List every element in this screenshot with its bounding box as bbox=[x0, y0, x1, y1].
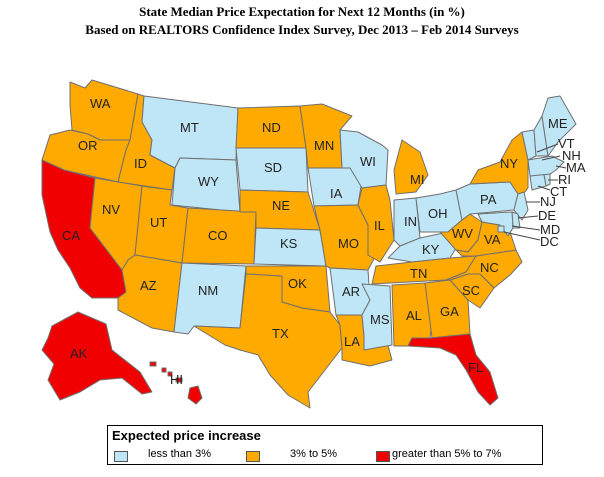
label-ky: KY bbox=[422, 242, 440, 257]
leader-line bbox=[537, 185, 551, 191]
legend-label-less-than-3: less than 3% bbox=[148, 448, 211, 460]
state-ma bbox=[527, 155, 565, 177]
state-nm bbox=[173, 262, 247, 335]
hawaii-islet bbox=[161, 367, 167, 373]
label-ut: UT bbox=[150, 215, 167, 230]
leader-line bbox=[541, 155, 561, 161]
label-wy: WY bbox=[198, 174, 219, 189]
label-pa: PA bbox=[480, 192, 497, 207]
label-de: DE bbox=[538, 208, 556, 223]
label-mi: MI bbox=[410, 172, 424, 187]
label-ne: NE bbox=[272, 198, 290, 213]
state-ms bbox=[361, 283, 393, 351]
leader-line bbox=[555, 165, 567, 169]
state-ak bbox=[41, 311, 153, 401]
leader-line bbox=[503, 231, 541, 241]
state-il bbox=[357, 184, 395, 263]
label-ak: AK bbox=[70, 346, 88, 361]
label-hi: HI bbox=[170, 372, 183, 387]
legend-swatch-3-to-5 bbox=[246, 451, 260, 462]
label-mn: MN bbox=[314, 138, 334, 153]
legend-swatch-greater-than-5 bbox=[376, 451, 390, 462]
leader-line bbox=[517, 215, 539, 219]
label-co: CO bbox=[208, 228, 228, 243]
legend-label-3-to-5: 3% to 5% bbox=[290, 448, 338, 460]
hawaii-islet bbox=[175, 377, 183, 383]
label-oh: OH bbox=[428, 206, 448, 221]
label-la: LA bbox=[344, 334, 360, 349]
label-id: ID bbox=[134, 156, 147, 171]
label-ca: CA bbox=[62, 228, 80, 243]
state-tx bbox=[193, 273, 343, 409]
label-in: IN bbox=[404, 214, 417, 229]
legend-label-greater-than-5: greater than 5% to 7% bbox=[392, 448, 502, 460]
leader-line bbox=[511, 225, 541, 231]
label-sd: SD bbox=[264, 160, 282, 175]
state-nj bbox=[513, 191, 529, 221]
label-nm: NM bbox=[198, 283, 218, 298]
state-wy bbox=[171, 157, 241, 213]
state-az bbox=[117, 254, 183, 333]
label-nh: NH bbox=[562, 148, 581, 163]
label-fl: FL bbox=[468, 360, 483, 375]
state-fl bbox=[407, 333, 499, 406]
label-ar: AR bbox=[342, 284, 360, 299]
label-ma: MA bbox=[566, 160, 586, 175]
label-me: ME bbox=[548, 116, 568, 131]
label-al: AL bbox=[406, 308, 422, 323]
label-or: OR bbox=[78, 138, 98, 153]
hawaii-islet bbox=[167, 371, 173, 377]
label-ny: NY bbox=[500, 156, 518, 171]
legend-swatch-less-than-3 bbox=[114, 451, 128, 462]
map-subtitle: Based on REALTORS Confidence Index Surve… bbox=[85, 22, 519, 37]
label-ga: GA bbox=[440, 304, 459, 319]
label-wi: WI bbox=[360, 154, 376, 169]
label-nv: NV bbox=[102, 202, 120, 217]
label-nc: NC bbox=[480, 260, 499, 275]
state-mi bbox=[393, 139, 429, 195]
label-ri: RI bbox=[558, 172, 571, 187]
state-me bbox=[541, 95, 577, 157]
hawaii-islet bbox=[149, 361, 157, 367]
legend: Expected price increase less than 3% 3% … bbox=[107, 425, 543, 465]
label-ks: KS bbox=[280, 236, 298, 251]
map-title: State Median Price Expectation for Next … bbox=[139, 4, 465, 19]
legend-title: Expected price increase bbox=[112, 428, 261, 443]
label-tx: TX bbox=[272, 326, 289, 341]
state-nc bbox=[445, 249, 523, 289]
label-il: IL bbox=[374, 218, 385, 233]
label-ia: IA bbox=[330, 186, 343, 201]
label-wv: WV bbox=[452, 226, 473, 241]
label-ms: MS bbox=[370, 312, 390, 327]
label-md: MD bbox=[540, 222, 560, 237]
label-ok: OK bbox=[288, 276, 307, 291]
label-tn: TN bbox=[410, 266, 427, 281]
label-ct: CT bbox=[550, 184, 567, 199]
label-mo: MO bbox=[338, 236, 359, 251]
label-sc: SC bbox=[462, 283, 480, 298]
label-nj: NJ bbox=[540, 194, 556, 209]
leader-line bbox=[536, 143, 559, 153]
label-nd: ND bbox=[262, 120, 281, 135]
label-wa: WA bbox=[90, 96, 111, 111]
state-hi bbox=[187, 385, 203, 405]
label-vt: VT bbox=[558, 136, 575, 151]
label-az: AZ bbox=[140, 278, 157, 293]
label-mt: MT bbox=[180, 120, 199, 135]
label-dc: DC bbox=[540, 234, 559, 249]
label-va: VA bbox=[484, 232, 501, 247]
